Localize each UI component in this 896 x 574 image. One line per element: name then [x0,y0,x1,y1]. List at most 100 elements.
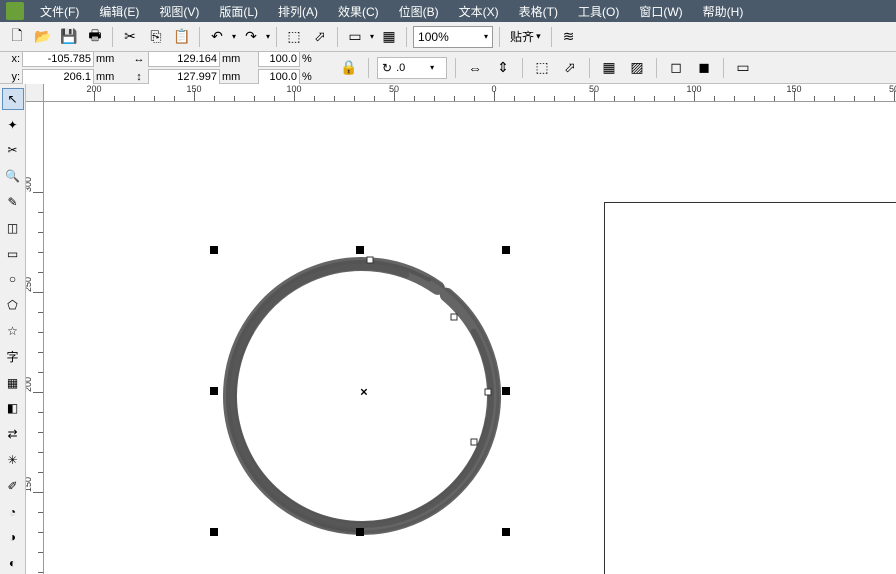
fill-tool[interactable]: ◑ [2,527,24,549]
menu-edit[interactable]: 编辑(E) [91,1,147,22]
selection-handle[interactable] [502,387,510,395]
menubar: 文件(F) 编辑(E) 视图(V) 版面(L) 排列(A) 效果(C) 位图(B… [0,0,896,22]
cut-button[interactable]: ✂ [119,26,141,48]
vertical-ruler[interactable]: 300250200150 [26,102,44,574]
selection-handle[interactable] [210,528,218,536]
dimension-tool[interactable]: ◧ [2,398,24,420]
polygon-tool[interactable]: ⬠ [2,294,24,316]
freehand-tool[interactable]: ✎ [2,191,24,213]
height-input[interactable] [148,69,220,85]
redo-button[interactable]: ↷ [240,26,262,48]
menu-file[interactable]: 文件(F) [32,1,87,22]
brush-stroke-object[interactable] [44,102,896,574]
menu-help[interactable]: 帮助(H) [695,1,752,22]
ellipse-tool[interactable]: ○ [2,269,24,291]
horizontal-ruler[interactable]: 2001501005005010015050 [44,84,896,102]
width-icon: ↔ [132,53,146,65]
zoom-level-combo[interactable]: 100% ▾ [413,26,493,48]
rotate-icon: ↻ [382,61,392,75]
mirror-h-button[interactable]: ⇔ [464,57,486,79]
menu-effects[interactable]: 效果(C) [330,1,387,22]
snap-dropdown[interactable]: 贴齐 ▾ [506,28,545,45]
y-input[interactable] [22,69,94,85]
menu-view[interactable]: 视图(V) [151,1,207,22]
selection-handle[interactable] [356,528,364,536]
table-tool[interactable]: ▦ [2,372,24,394]
control-point[interactable] [451,314,458,321]
selection-handle[interactable] [502,246,510,254]
zoom-tool[interactable]: 🔍 [2,165,24,187]
print-button[interactable]: 🖶 [84,26,106,48]
chevron-down-icon: ▾ [430,63,434,72]
save-button[interactable]: 💾 [58,26,80,48]
tb2-btn-1[interactable]: ⬚ [531,57,553,79]
paste-button[interactable]: 📋 [171,26,193,48]
canvas[interactable]: ✕ [44,102,896,574]
main-area: ↖ ✦ ✂ 🔍 ✎ ◫ ▭ ○ ⬠ ☆ 字 ▦ ◧ ⇄ ✳ ✐ ◔ ◑ ◐ 20… [0,84,896,574]
position-group: x: mm y: mm [6,51,120,85]
ruler-h-label: 0 [491,84,496,94]
import-button[interactable]: ⬚ [283,26,305,48]
tb2-btn-7[interactable]: ▭ [732,57,754,79]
shape-tool[interactable]: ✦ [2,114,24,136]
tb2-btn-5[interactable]: ◻ [665,57,687,79]
undo-button[interactable]: ↶ [206,26,228,48]
smart-fill-tool[interactable]: ◫ [2,217,24,239]
control-point[interactable] [471,439,478,446]
selection-handle[interactable] [356,246,364,254]
ruler-corner[interactable] [26,84,44,102]
lock-ratio-button[interactable]: 🔒 [338,57,360,79]
pick-tool[interactable]: ↖ [2,88,24,110]
height-icon: ↕ [132,71,146,83]
menu-tools[interactable]: 工具(O) [570,1,627,22]
welcome-button[interactable]: ▦ [378,26,400,48]
scale-x-input[interactable] [258,51,300,67]
zoom-level-value: 100% [418,30,449,44]
tb2-btn-6[interactable]: ◼ [693,57,715,79]
eyedropper-tool[interactable]: ✐ [2,475,24,497]
menu-layout[interactable]: 版面(L) [211,1,266,22]
app-icon [6,2,24,20]
outline-tool[interactable]: ◔ [2,501,24,523]
app-launcher-button[interactable]: ▭ [344,26,366,48]
selection-center[interactable]: ✕ [360,388,368,399]
selection-handle[interactable] [210,387,218,395]
interactive-tool[interactable]: ✳ [2,449,24,471]
mirror-v-button[interactable]: ⇕ [492,57,514,79]
menu-window[interactable]: 窗口(W) [631,1,690,22]
menu-bitmap[interactable]: 位图(B) [391,1,447,22]
chevron-down-icon: ▾ [484,32,488,41]
size-group: ↔ mm ↕ mm [132,51,246,85]
new-button[interactable]: 🗋 [6,26,28,48]
menu-table[interactable]: 表格(T) [511,1,566,22]
tb2-btn-4[interactable]: ▨ [626,57,648,79]
selection-handle[interactable] [210,246,218,254]
ruler-h-label: 200 [86,84,101,94]
interactive-fill-tool[interactable]: ◐ [2,552,24,574]
width-input[interactable] [148,51,220,67]
tb2-btn-3[interactable]: ▦ [598,57,620,79]
text-tool[interactable]: 字 [2,346,24,368]
menu-arrange[interactable]: 排列(A) [270,1,326,22]
rectangle-tool[interactable]: ▭ [2,243,24,265]
property-bar: x: mm y: mm ↔ mm ↕ mm % % 🔒 [0,52,896,84]
tb2-btn-2[interactable]: ⬀ [559,57,581,79]
x-input[interactable] [22,51,94,67]
control-point[interactable] [367,257,374,264]
export-button[interactable]: ⬀ [309,26,331,48]
open-button[interactable]: 📂 [32,26,54,48]
x-label: x: [6,53,20,65]
copy-button[interactable]: ⎘ [145,26,167,48]
options-button[interactable]: ≋ [558,26,580,48]
ruler-v-label: 250 [26,277,33,292]
connector-tool[interactable]: ⇄ [2,423,24,445]
control-point[interactable] [485,389,492,396]
rotation-input-group: ↻ ▾ [377,57,447,79]
menu-text[interactable]: 文本(X) [451,1,507,22]
crop-tool[interactable]: ✂ [2,140,24,162]
rotation-input[interactable] [396,62,426,74]
canvas-area: 2001501005005010015050 300250200150 ✕ [26,84,896,574]
scale-y-input[interactable] [258,69,300,85]
selection-handle[interactable] [502,528,510,536]
basic-shapes-tool[interactable]: ☆ [2,320,24,342]
